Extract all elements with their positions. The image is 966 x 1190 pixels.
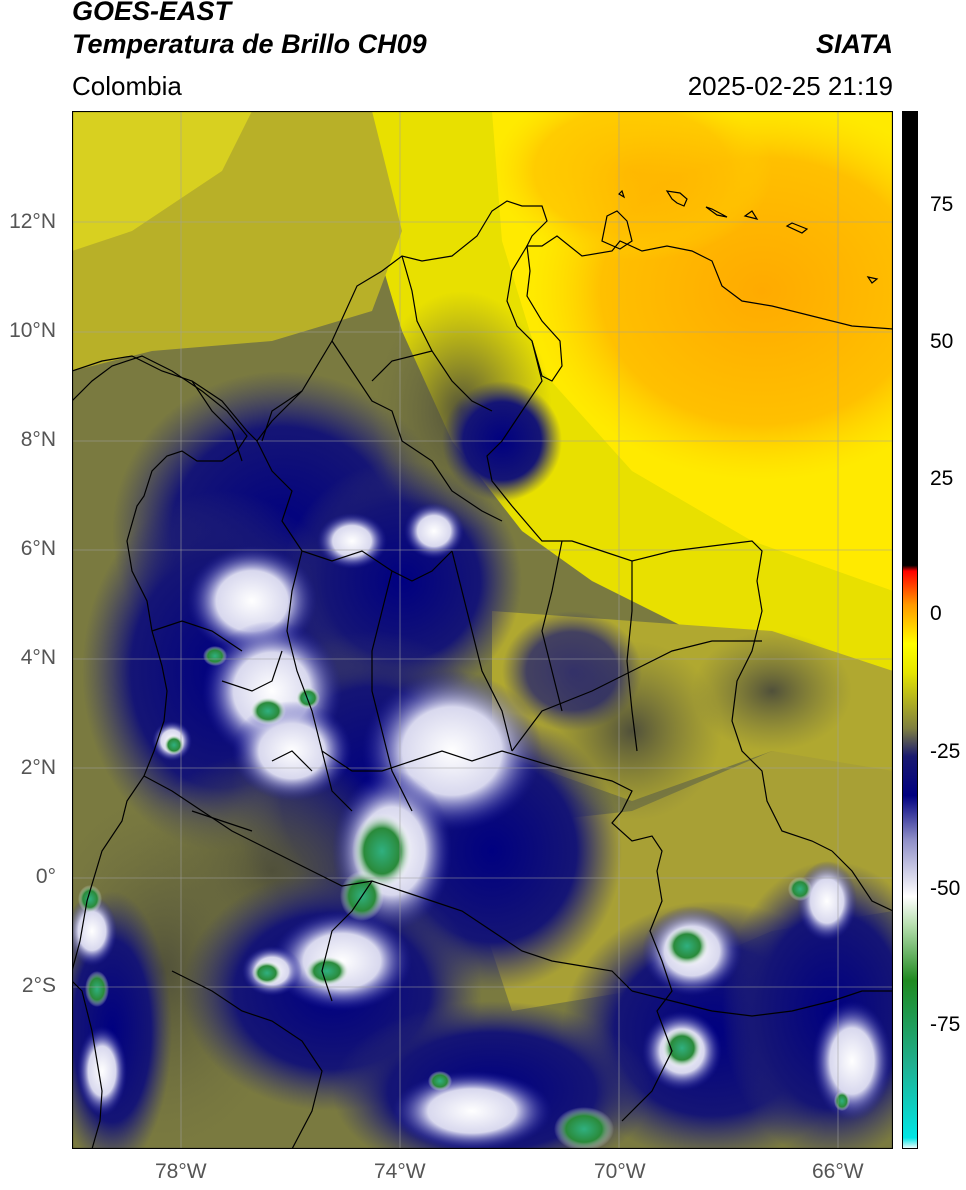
map-frame [71, 110, 894, 1150]
lon-label: 74°W [374, 1160, 426, 1183]
lat-label: 4°N [20, 646, 56, 669]
colorbar [902, 111, 918, 1149]
product-title: Temperatura de Brillo CH09 [72, 29, 427, 59]
datetime-label: 2025-02-25 21:19 [687, 71, 893, 101]
lat-label: 2°S [21, 974, 56, 997]
colorbar-tick-label: 50 [930, 330, 954, 353]
lat-label: 0° [35, 865, 56, 888]
satellite-title: GOES-EAST [72, 0, 232, 26]
agency-label: SIATA [816, 29, 893, 59]
lat-label: 6°N [20, 537, 56, 560]
colorbar-tick-label: -25 [930, 740, 961, 763]
colorbar-frame [902, 111, 918, 1149]
lat-label: 2°N [20, 756, 56, 779]
coastlines-and-borders [72, 189, 893, 1149]
region-label: Colombia [72, 71, 182, 101]
lon-label: 66°W [812, 1160, 864, 1183]
lon-label: 70°W [594, 1160, 646, 1183]
satellite-map [71, 110, 894, 1150]
lon-label: 78°W [155, 1160, 207, 1183]
colorbar-tick-label: -50 [930, 877, 961, 900]
colorbar-gradient [902, 111, 918, 1149]
lat-label: 12°N [9, 210, 56, 233]
colorbar-tick-label: 0 [930, 602, 942, 625]
colorbar-tick-label: -75 [930, 1013, 961, 1036]
colorbar-tick-label: 75 [930, 193, 954, 216]
lat-label: 8°N [20, 428, 56, 451]
lat-label: 10°N [9, 319, 56, 342]
colorbar-tick-label: 25 [930, 467, 954, 490]
brightness-temperature-field [72, 111, 893, 1149]
graticule [72, 111, 893, 1149]
